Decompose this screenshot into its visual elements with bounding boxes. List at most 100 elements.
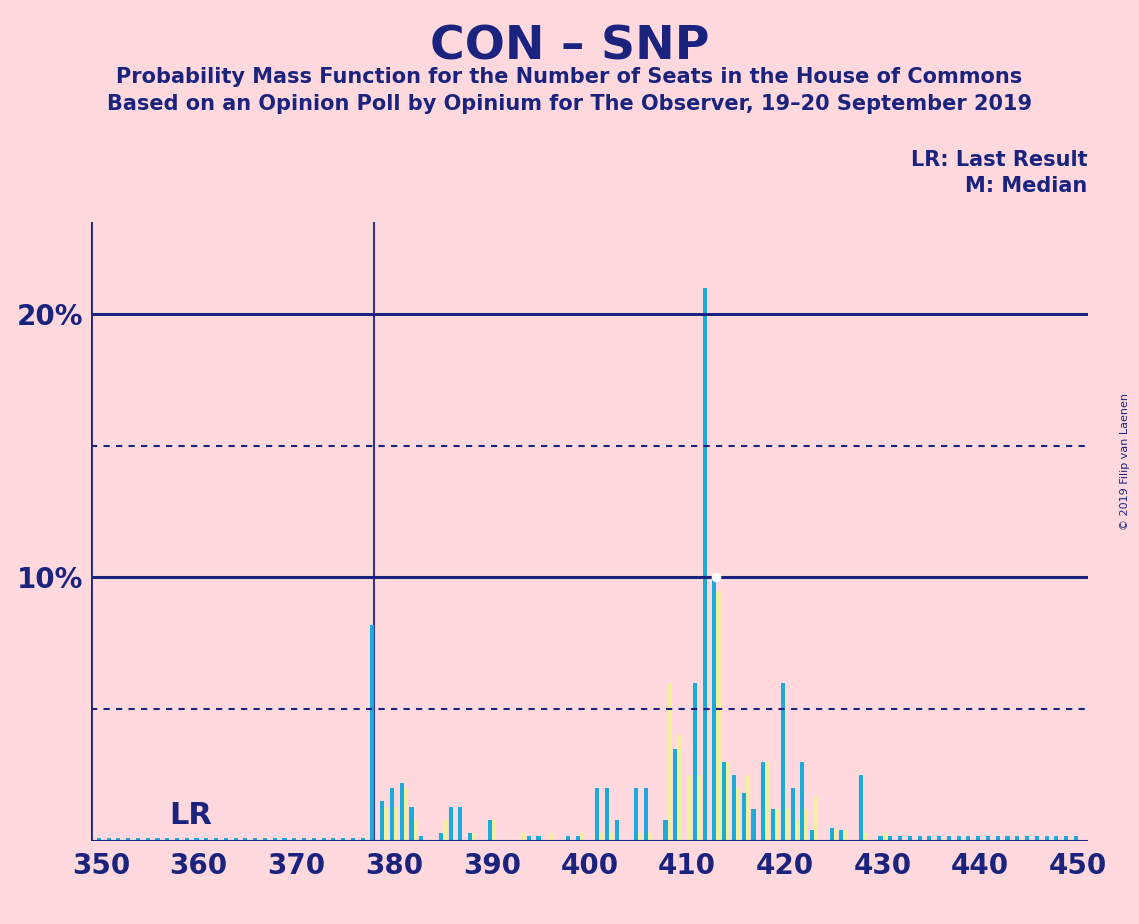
Bar [908, 835, 912, 841]
Bar [413, 820, 418, 841]
Bar [727, 761, 730, 841]
Bar [693, 683, 697, 841]
Bar [804, 809, 809, 841]
Bar [175, 838, 179, 841]
Bar [883, 833, 886, 841]
Bar [678, 736, 681, 841]
Bar [741, 794, 746, 841]
Bar [736, 788, 740, 841]
Bar [566, 835, 570, 841]
Bar [302, 838, 306, 841]
Bar [976, 835, 981, 841]
Bar [214, 838, 219, 841]
Bar [116, 838, 121, 841]
Bar [263, 838, 267, 841]
Bar [859, 775, 863, 841]
Bar [223, 838, 228, 841]
Text: LR: LR [170, 801, 212, 831]
Bar [550, 833, 555, 841]
Bar [664, 820, 667, 841]
Bar [634, 788, 638, 841]
Bar [195, 838, 198, 841]
Bar [605, 788, 609, 841]
Bar [1055, 835, 1058, 841]
Bar [233, 838, 238, 841]
Bar [468, 833, 473, 841]
Bar [761, 761, 765, 841]
Bar [599, 833, 604, 841]
Bar [937, 835, 941, 841]
Bar [732, 775, 736, 841]
Bar [834, 831, 838, 841]
Bar [785, 809, 789, 841]
Bar [947, 835, 951, 841]
Bar [775, 809, 779, 841]
Bar [752, 809, 755, 841]
Bar [146, 838, 149, 841]
Bar [165, 838, 170, 841]
Text: © 2019 Filip van Laenen: © 2019 Filip van Laenen [1120, 394, 1130, 530]
Bar [716, 590, 721, 841]
Bar [293, 838, 296, 841]
Bar [697, 775, 700, 841]
Bar [863, 833, 867, 841]
Bar [957, 835, 960, 841]
Bar [810, 831, 814, 841]
Text: CON – SNP: CON – SNP [429, 25, 710, 70]
Bar [136, 838, 140, 841]
Bar [361, 838, 364, 841]
Bar [253, 838, 257, 841]
Text: Based on an Opinion Poll by Opinium for The Observer, 19–20 September 2019: Based on an Opinion Poll by Opinium for … [107, 94, 1032, 115]
Bar [595, 788, 599, 841]
Bar [712, 578, 716, 841]
Bar [1025, 835, 1030, 841]
Bar [918, 835, 921, 841]
Bar [746, 775, 749, 841]
Bar [638, 833, 642, 841]
Bar [244, 838, 247, 841]
Bar [575, 835, 580, 841]
Bar [521, 833, 525, 841]
Bar [648, 833, 653, 841]
Bar [439, 833, 443, 841]
Bar [839, 831, 844, 841]
Bar [536, 835, 541, 841]
Bar [487, 820, 492, 841]
Bar [673, 748, 678, 841]
Bar [615, 820, 618, 841]
Bar [844, 831, 847, 841]
Bar [107, 838, 110, 841]
Bar [1074, 835, 1077, 841]
Bar [780, 683, 785, 841]
Bar [966, 835, 970, 841]
Bar [321, 838, 326, 841]
Bar [351, 838, 355, 841]
Bar [492, 820, 495, 841]
Text: M: Median: M: Median [966, 176, 1088, 196]
Bar [986, 835, 990, 841]
Bar [644, 788, 648, 841]
Bar [443, 820, 446, 841]
Bar [370, 625, 375, 841]
Bar [449, 807, 452, 841]
Bar [927, 835, 932, 841]
Bar [473, 833, 476, 841]
Bar [995, 835, 1000, 841]
Bar [580, 833, 584, 841]
Bar [1015, 835, 1019, 841]
Bar [185, 838, 189, 841]
Bar [795, 820, 798, 841]
Bar [1044, 835, 1049, 841]
Bar [272, 838, 277, 841]
Bar [204, 838, 208, 841]
Bar [155, 838, 159, 841]
Bar [1006, 835, 1009, 841]
Bar [888, 835, 892, 841]
Bar [878, 835, 883, 841]
Bar [404, 788, 408, 841]
Bar [341, 838, 345, 841]
Bar [771, 809, 775, 841]
Bar [829, 828, 834, 841]
Bar [1064, 835, 1068, 841]
Bar [790, 788, 795, 841]
